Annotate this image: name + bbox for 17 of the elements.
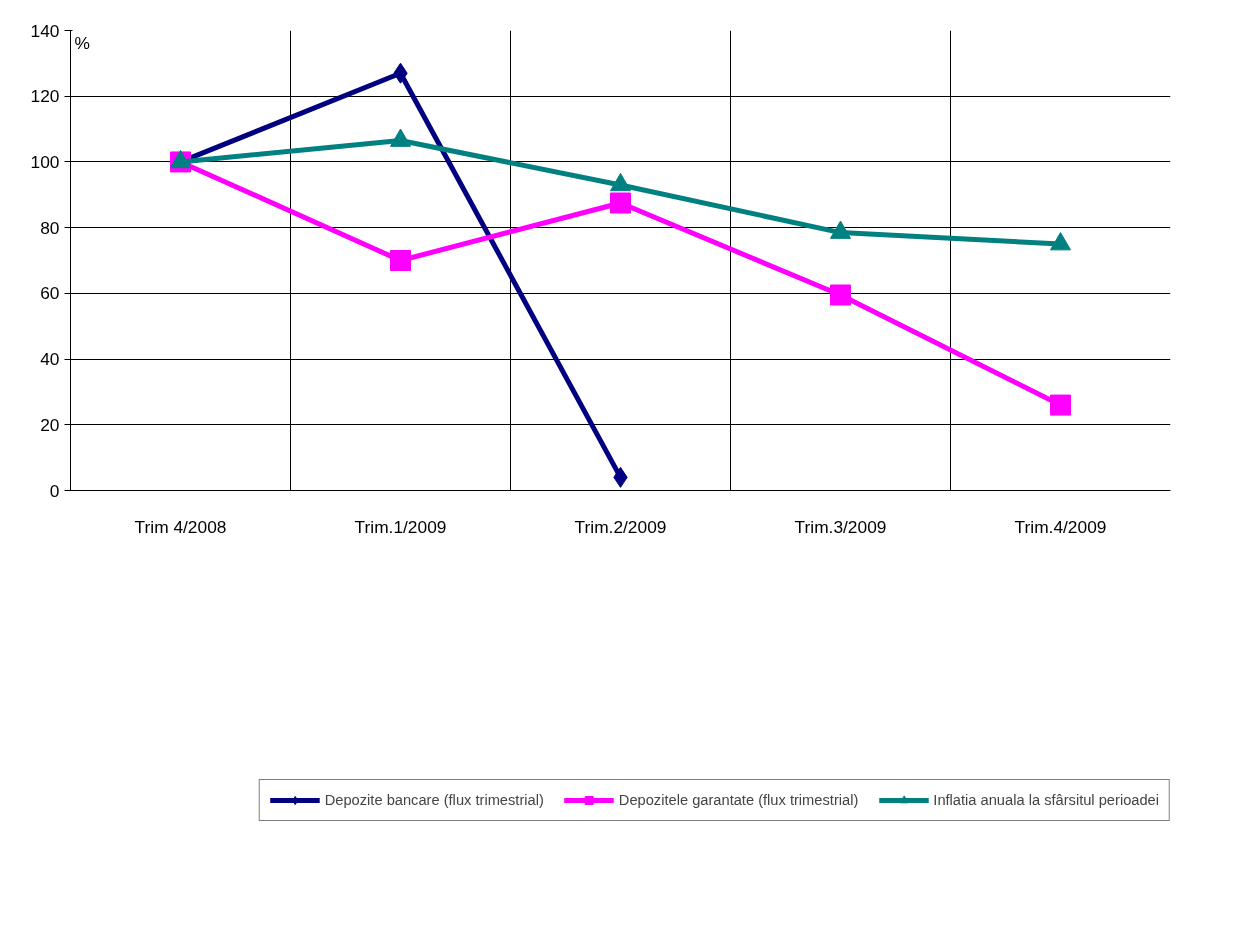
y-tick-label: 60: [40, 283, 60, 304]
x-tick-label: Trim.1/2009: [354, 516, 447, 537]
y-tick-label: 40: [40, 349, 60, 370]
y-tick-label: 120: [30, 86, 60, 107]
x-tick-label: Trim.4/2009: [1014, 516, 1107, 537]
x-tick-label: Trim.3/2009: [794, 516, 887, 537]
legend-label: Depozite bancare (flux trimestrial): [324, 792, 544, 808]
y-tick-label: 80: [40, 217, 60, 238]
y-tick-label: 20: [40, 414, 60, 435]
x-tick-label: Trim 4/2008: [134, 516, 227, 537]
y-tick-label: 140: [30, 20, 60, 41]
y-tick-label: 0: [49, 480, 60, 501]
x-tick-label: Trim.2/2009: [574, 516, 667, 537]
legend-label: Depozitele garantate (flux trimestrial): [618, 792, 859, 808]
legend-label: Inflatia anuala la sfârsitul perioadei: [933, 792, 1159, 808]
y-tick-label: 100: [30, 151, 60, 172]
y-axis-title: %: [74, 32, 90, 53]
